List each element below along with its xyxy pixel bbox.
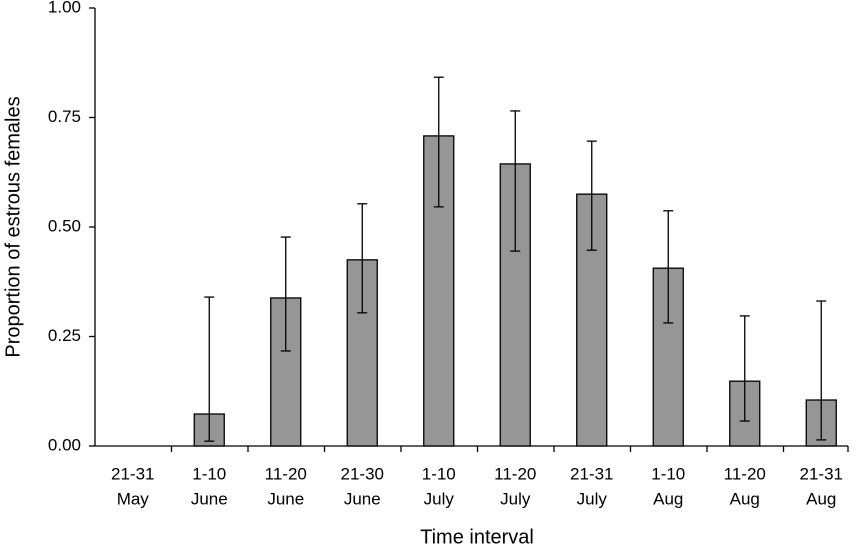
x-tick-label: 1-10: [422, 464, 456, 483]
x-tick-label: May: [117, 489, 150, 508]
x-tick-label: July: [500, 489, 531, 508]
y-tick-label: 0.50: [48, 216, 81, 235]
x-tick-label: 1-10: [651, 464, 685, 483]
error-bar: [204, 296, 215, 442]
x-tick-label: July: [577, 489, 608, 508]
y-tick-label: 1.00: [48, 0, 81, 16]
x-tick-label: June: [267, 489, 304, 508]
error-bar: [816, 300, 827, 441]
error-bar: [586, 140, 597, 251]
error-bar: [739, 315, 750, 422]
y-tick-label: 0.25: [48, 326, 81, 345]
y-tick-label: 0.75: [48, 107, 81, 126]
error-bar: [357, 203, 368, 314]
error-bar: [510, 110, 521, 252]
x-tick-label: 1-10: [192, 464, 226, 483]
x-tick-label: 21-31: [570, 464, 613, 483]
x-tick-label: 21-31: [800, 464, 843, 483]
x-tick-label: Aug: [806, 489, 836, 508]
x-axis-title: Time interval: [420, 526, 534, 548]
x-tick-label: 21-30: [341, 464, 384, 483]
x-tick-label: June: [191, 489, 228, 508]
error-bar: [433, 76, 444, 208]
error-bar: [663, 210, 674, 324]
x-tick-label: Aug: [653, 489, 683, 508]
error-bar: [280, 236, 291, 352]
x-tick-label: 11-20: [265, 464, 307, 483]
x-tick-label: July: [424, 489, 455, 508]
y-axis-title: Proportion of estrous females: [2, 96, 24, 357]
x-tick-label: 11-20: [494, 464, 536, 483]
x-tick-label: 21-31: [111, 464, 154, 483]
y-tick-label: 0.00: [48, 435, 81, 454]
x-tick-label: 11-20: [724, 464, 766, 483]
x-tick-label: June: [344, 489, 381, 508]
x-tick-label: Aug: [730, 489, 760, 508]
